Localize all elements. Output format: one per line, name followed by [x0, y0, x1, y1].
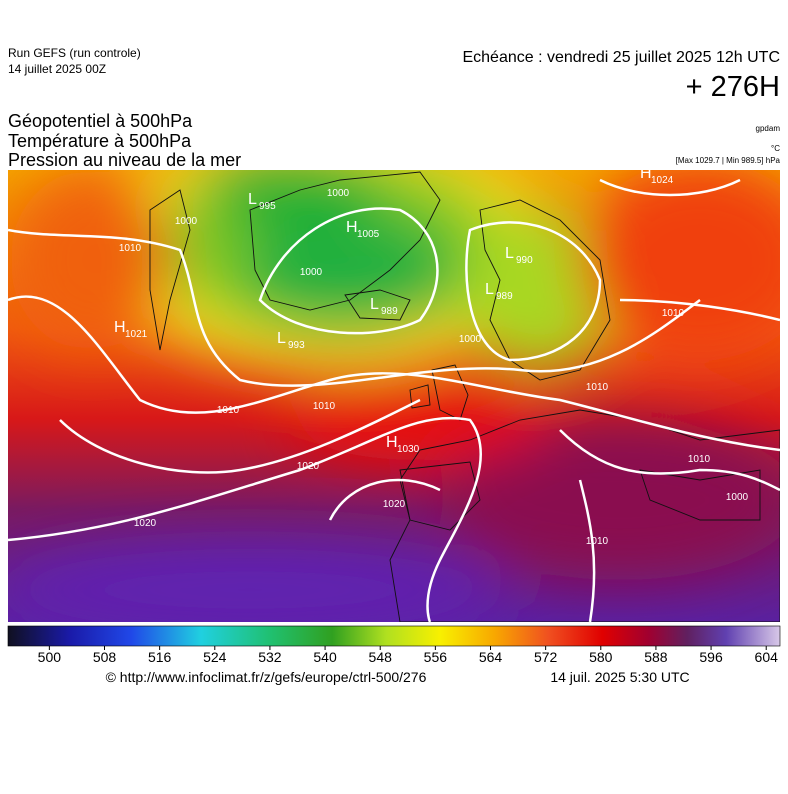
title: Température à 500hPa	[8, 131, 192, 151]
colorbar-tick-label: 556	[424, 649, 448, 665]
colorbar: 500 508 516 524 532 540 548 556 564 572 580 588 596 6…	[7, 625, 781, 665]
isobar-label: 1010	[313, 401, 336, 412]
isobar-label: 1000	[459, 334, 482, 345]
unit: °C	[771, 144, 780, 153]
isobar-label: 1010	[586, 382, 609, 393]
pressure-center-value: 1005	[357, 229, 380, 240]
pressure-center-value: 1024	[651, 175, 674, 186]
source: © http://www.infoclimat.fr/z/gefs/europe…	[106, 669, 427, 685]
colorbar-tick-label: 604	[755, 649, 779, 665]
colorbar-tick-label: 548	[369, 649, 393, 665]
pressure-center-letter: H	[114, 319, 126, 336]
pressure-center-value: 993	[288, 340, 305, 351]
colorbar-tick-label: 532	[258, 649, 282, 665]
unit: [Max 1029.7 | Min 989.5] hPa	[676, 156, 781, 165]
isobar-label: 1000	[175, 216, 198, 227]
pressure-center-letter: H	[640, 165, 652, 182]
isobar-label: 1020	[297, 461, 320, 472]
isobar-label: 1010	[688, 454, 711, 465]
pressure-center-letter: L	[277, 330, 286, 347]
pressure-center-value: 1030	[397, 444, 420, 455]
issued: 14 juil. 2025 5:30 UTC	[550, 669, 689, 685]
colorbar-tick-label: 572	[534, 649, 558, 665]
pressure-center-letter: L	[248, 191, 257, 208]
isobar-label: 1010	[662, 308, 685, 319]
valid-time: Echéance : vendredi 25 juillet 2025 12h …	[462, 49, 780, 66]
isobar-label: 1020	[134, 518, 157, 529]
colorbar-tick-label: 516	[148, 649, 172, 665]
isobar-label: 1010	[119, 243, 142, 254]
pressure-center-value: 990	[516, 255, 533, 266]
pressure-center-value: 1021	[125, 329, 148, 340]
colorbar-tick-label: 540	[313, 649, 337, 665]
colorbar-tick-label: 596	[699, 649, 723, 665]
header: Run GEFS (run controle) 14 juillet 2025 …	[8, 46, 781, 170]
colorbar-tick-label: 524	[203, 649, 227, 665]
title: Pression au niveau de la mer	[8, 150, 241, 170]
run-date: 14 juillet 2025 00Z	[8, 62, 106, 76]
pressure-center-value: 995	[259, 201, 276, 212]
isobars	[8, 178, 780, 622]
isobar-label: 1010	[217, 405, 240, 416]
pressure-center-letter: L	[505, 245, 514, 262]
pressure-center-letter: H	[386, 434, 398, 451]
title: Géopotentiel à 500hPa	[8, 111, 193, 131]
lead-time: + 276H	[686, 71, 780, 103]
colorbar-tick-label: 500	[38, 649, 62, 665]
pressure-center-letter: L	[370, 296, 379, 313]
pressure-center-value: 989	[496, 291, 513, 302]
temperature-field	[8, 170, 780, 622]
pressure-center-value: 989	[381, 306, 398, 317]
colorbar-scale	[7, 625, 781, 647]
run-label: Run GEFS (run controle)	[8, 46, 141, 60]
isobar-label: 1000	[726, 492, 749, 503]
coastlines	[149, 171, 780, 622]
isobar-label: 1010	[586, 536, 609, 547]
colorbar-tick-label: 564	[479, 649, 503, 665]
isobar-label: 1020	[383, 499, 406, 510]
colorbar-tick-label: 588	[644, 649, 668, 665]
pressure-center-letter: H	[346, 219, 358, 236]
colorbar-tick-label: 508	[93, 649, 117, 665]
colorbar-tick-label: 580	[589, 649, 613, 665]
unit: gpdam	[756, 124, 781, 133]
isobar-label: 1000	[327, 188, 350, 199]
pressure-center-letter: L	[485, 281, 494, 298]
isobar-label: 1000	[300, 267, 323, 278]
